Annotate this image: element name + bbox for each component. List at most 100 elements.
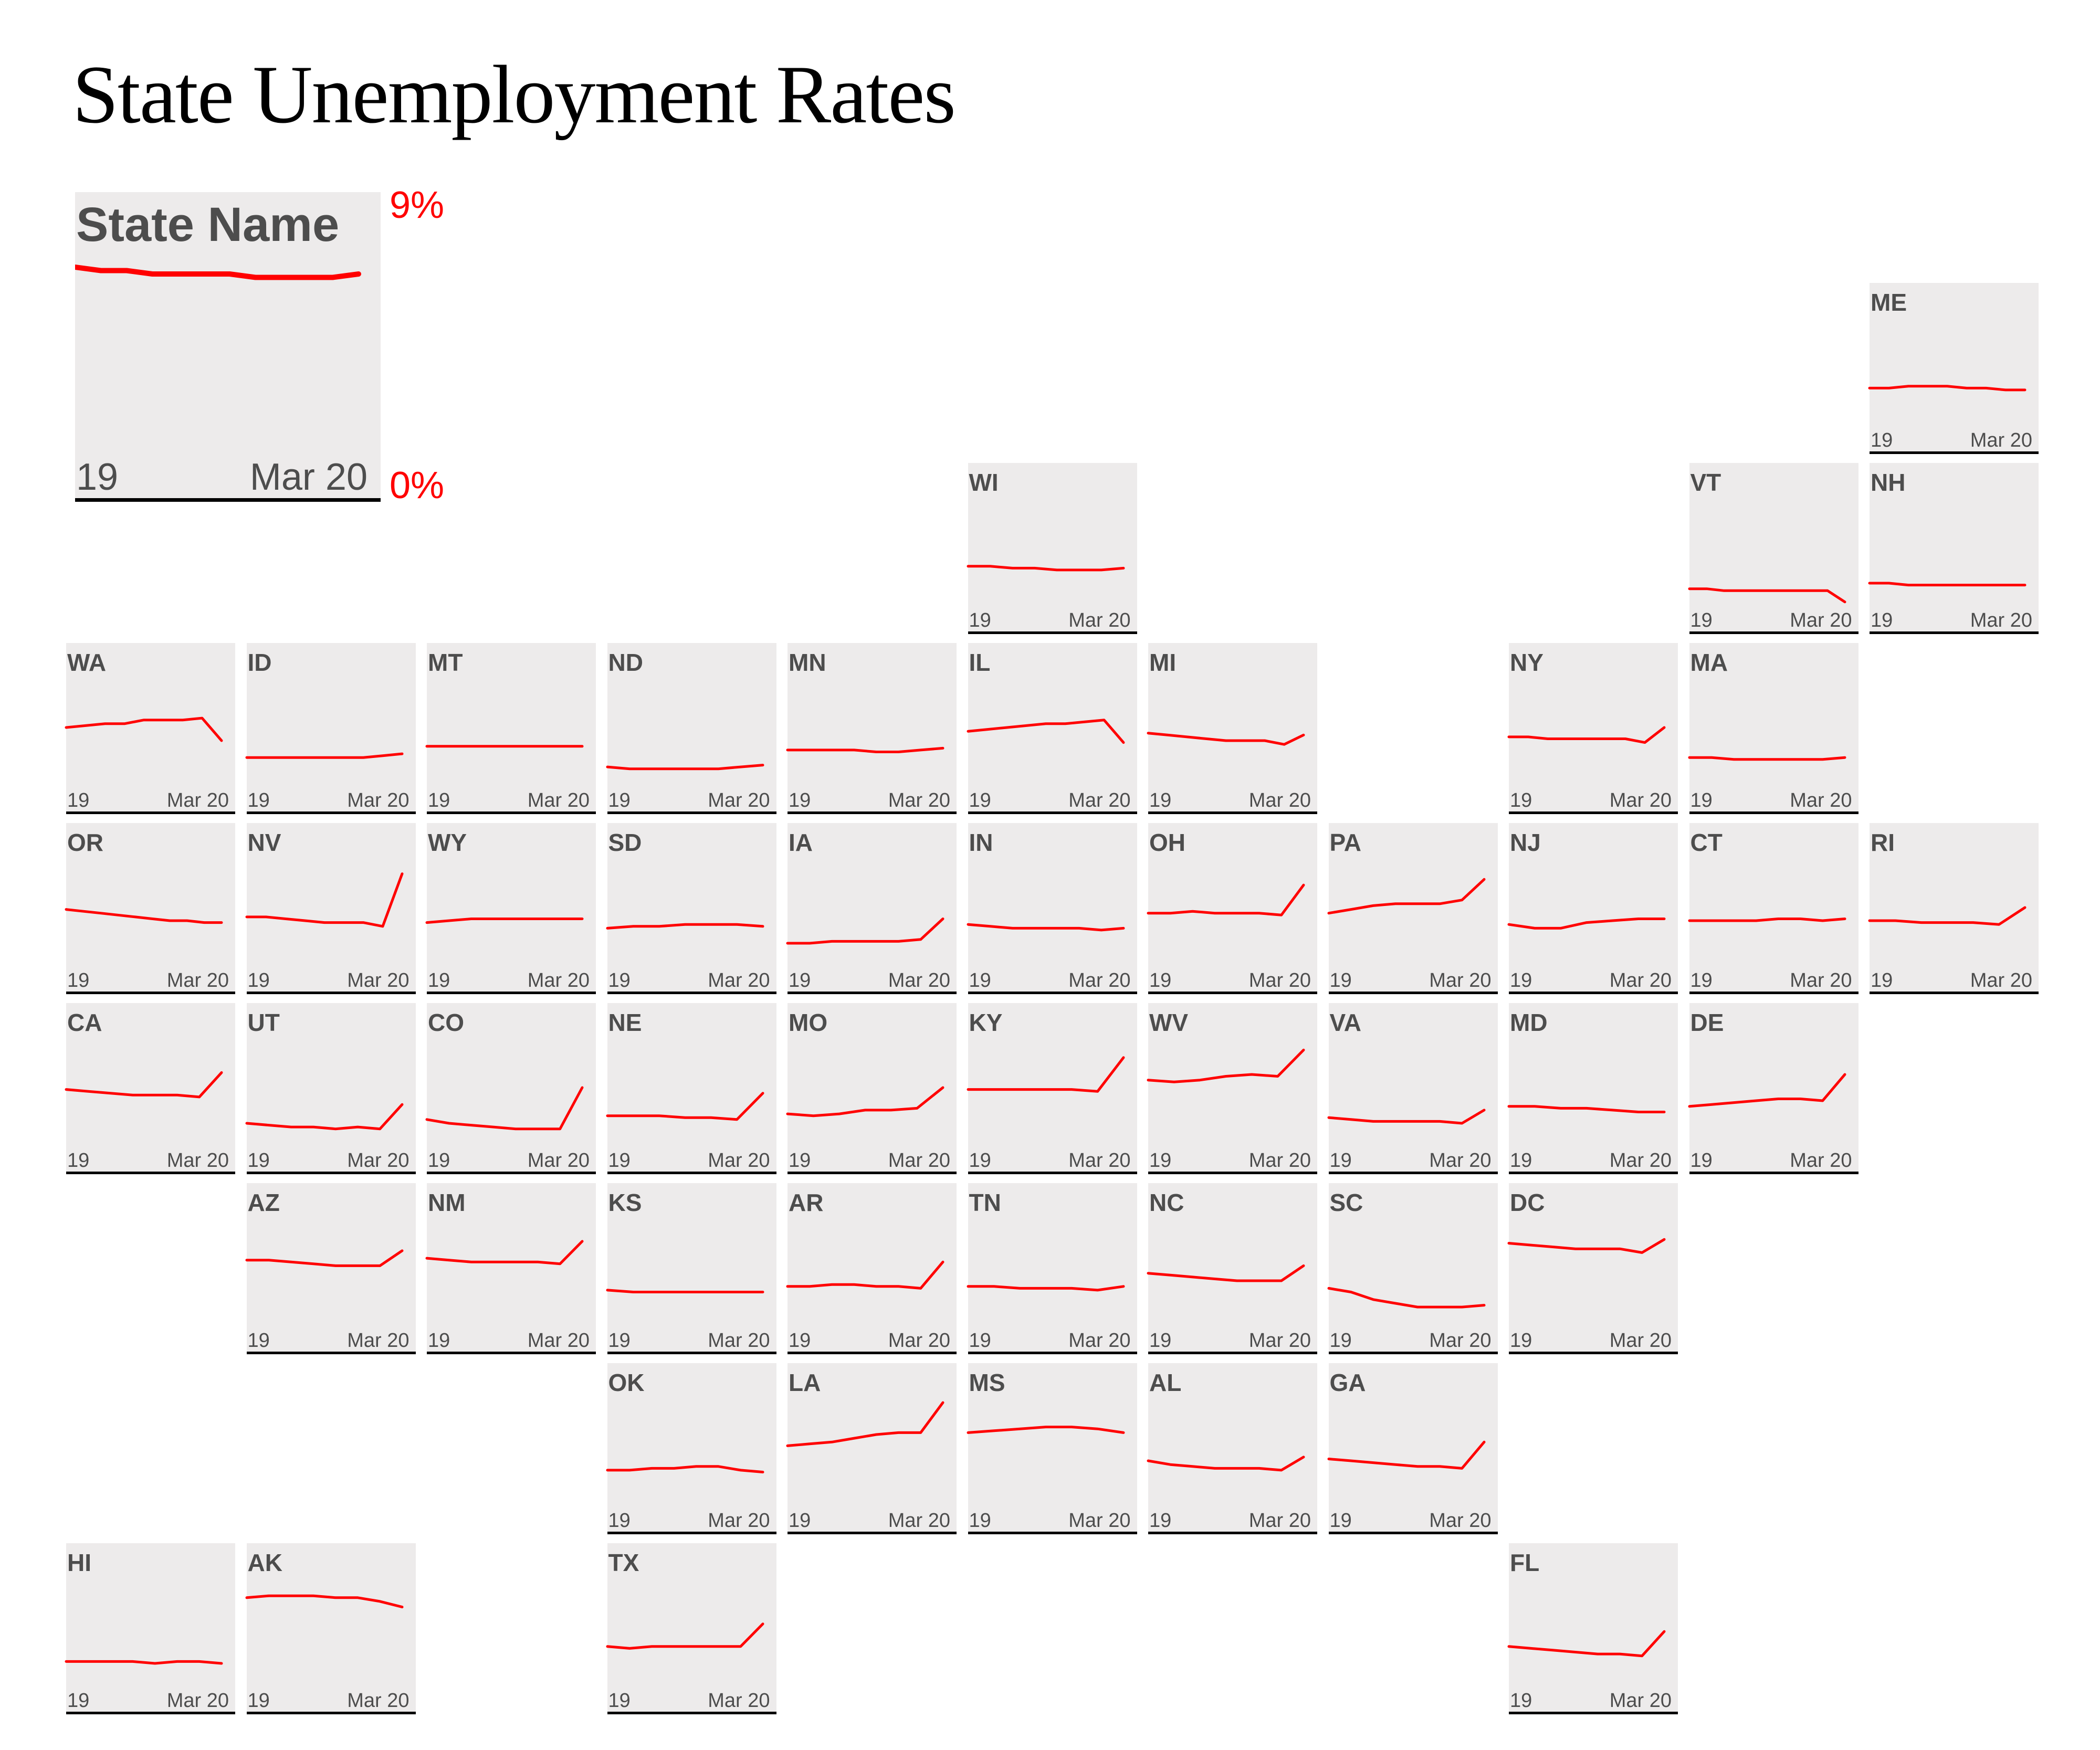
tile-background (788, 1003, 957, 1172)
state-plot (967, 565, 1125, 572)
tile-background (788, 823, 957, 992)
state-abbreviation: PA (1329, 829, 1362, 856)
state-tile-ks: KS 19 Mar 20 (606, 1183, 776, 1355)
x-axis (427, 811, 596, 814)
series-line-id (245, 752, 403, 759)
tile-background (1689, 823, 1858, 992)
x-start-label: 19 (789, 969, 811, 992)
x-end-label: Mar 20 (1790, 1150, 1852, 1172)
x-end-label: Mar 20 (708, 1150, 770, 1172)
x-axis (1689, 1172, 1858, 1174)
series-line-la (786, 1401, 944, 1447)
state-plot (1868, 906, 2026, 926)
series-line-nj (1507, 918, 1666, 930)
tile-background (968, 1183, 1137, 1352)
state-plot (65, 908, 223, 924)
tile-background (1328, 1363, 1498, 1532)
state-tile-vt: VT 19 Mar 20 (1688, 463, 1858, 635)
x-end-label: Mar 20 (527, 969, 590, 992)
state-plot (1868, 582, 2026, 587)
state-plot (786, 1401, 944, 1447)
state-abbreviation: DC (1510, 1189, 1545, 1216)
state-tile-ak: AK 19 Mar 20 (245, 1543, 416, 1715)
tile-background (1870, 283, 2039, 452)
x-end-label: Mar 20 (1248, 789, 1311, 811)
x-end-label: Mar 20 (1429, 969, 1492, 992)
state-tile-tn: TN 19 Mar 20 (967, 1183, 1137, 1355)
series-line-sd (606, 923, 764, 930)
series-line-co (425, 1086, 584, 1131)
x-axis (246, 811, 416, 814)
tile-background (246, 643, 416, 812)
x-axis (1148, 1352, 1317, 1354)
state-plot (1147, 1048, 1305, 1083)
state-abbreviation: VT (1690, 469, 1721, 496)
state-plot (1327, 1109, 1485, 1125)
state-plot (425, 745, 584, 748)
tile-background (246, 823, 416, 992)
x-start-label: 19 (1510, 1330, 1532, 1352)
state-abbreviation: WY (428, 829, 467, 856)
tile-background (607, 1183, 776, 1352)
x-start-label: 19 (969, 1330, 991, 1352)
legend-state-name: State Name (76, 198, 340, 251)
x-axis (1870, 451, 2039, 454)
tile-background (427, 1183, 596, 1352)
x-axis (66, 992, 235, 994)
state-abbreviation: NM (428, 1189, 466, 1216)
state-plot (245, 1103, 403, 1131)
state-abbreviation: OH (1149, 829, 1185, 856)
x-start-label: 19 (247, 1150, 270, 1172)
x-end-label: Mar 20 (1429, 1330, 1492, 1352)
x-axis (788, 811, 957, 814)
x-start-label: 19 (1329, 1150, 1352, 1172)
tile-background (427, 643, 596, 812)
state-abbreviation: AL (1149, 1369, 1182, 1396)
x-end-label: Mar 20 (888, 1330, 950, 1352)
series-line-de (1688, 1073, 1846, 1108)
x-end-label: Mar 20 (1970, 609, 2032, 631)
x-start-label: 19 (1871, 609, 1893, 631)
tile-background (1509, 643, 1678, 812)
legend-plot (75, 265, 361, 280)
tile-background (1328, 1003, 1498, 1172)
x-start-label: 19 (1690, 1150, 1713, 1172)
state-abbreviation: SD (608, 829, 642, 856)
x-end-label: Mar 20 (1970, 429, 2032, 451)
state-abbreviation: CA (67, 1009, 102, 1036)
state-abbreviation: FL (1510, 1549, 1540, 1576)
state-plot (1147, 883, 1305, 916)
series-line-oh (1147, 883, 1305, 916)
x-end-label: Mar 20 (1429, 1150, 1492, 1172)
state-abbreviation: NH (1871, 469, 1906, 496)
series-line-md (1507, 1105, 1666, 1113)
series-line-fl (1507, 1630, 1666, 1658)
series-line-sc (1327, 1287, 1485, 1309)
state-tile-ri: RI 19 Mar 20 (1868, 823, 2039, 995)
series-line-mo (786, 1086, 944, 1118)
x-axis (788, 1172, 957, 1174)
x-start-label: 19 (247, 969, 270, 992)
x-end-label: Mar 20 (347, 1330, 410, 1352)
state-plot (606, 764, 764, 771)
x-axis (1509, 992, 1678, 994)
state-plot (425, 918, 584, 924)
state-tile-md: MD 19 Mar 20 (1507, 1003, 1678, 1175)
state-plot (245, 752, 403, 759)
state-abbreviation: SC (1329, 1189, 1363, 1216)
state-plot (425, 1086, 584, 1131)
series-line-ct (1688, 918, 1846, 922)
legend-series-line (75, 265, 361, 280)
series-line-wy (425, 918, 584, 924)
x-axis (1148, 992, 1317, 994)
state-tile-mn: MN 19 Mar 20 (786, 643, 957, 815)
x-end-label: Mar 20 (708, 969, 770, 992)
x-axis (968, 631, 1137, 634)
series-line-dc (1507, 1238, 1666, 1254)
state-abbreviation: LA (789, 1369, 821, 1396)
x-start-label: 19 (608, 1510, 631, 1532)
x-start-label: 19 (1690, 969, 1713, 992)
x-start-label: 19 (67, 1690, 90, 1712)
x-end-label: Mar 20 (708, 1690, 770, 1712)
state-plot (786, 918, 944, 945)
